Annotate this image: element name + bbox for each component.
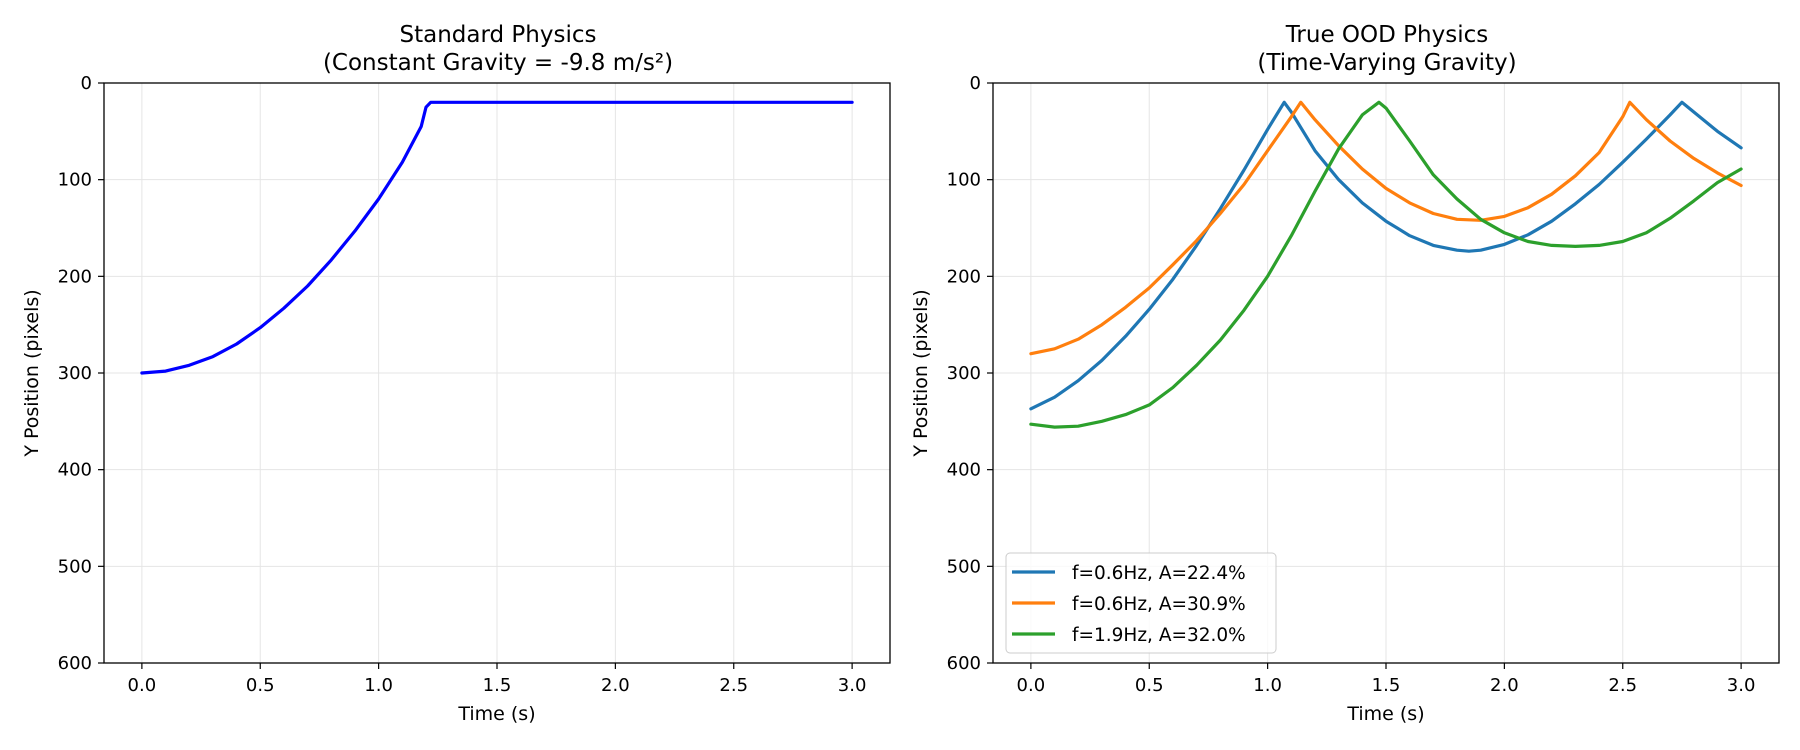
x-tick-label: 0.0 — [1017, 675, 1046, 696]
legend-box — [1005, 552, 1277, 654]
legend: f=0.6Hz, A=22.4% f=0.6Hz, A=30.9% f=1.9Hz,… — [1005, 552, 1277, 654]
plot-lines — [140, 100, 854, 375]
y-tick-label: 500 — [947, 556, 981, 577]
series-line-3 — [1029, 100, 1743, 429]
legend-label: f=0.6Hz, A=30.9% — [1072, 594, 1246, 615]
chart-title-line2: (Constant Gravity = -9.8 m/s²) — [323, 50, 673, 76]
series-line-2 — [1029, 100, 1743, 356]
chart-title-line2: (Time-Varying Gravity) — [1257, 50, 1516, 76]
x-tick-label: 2.0 — [601, 675, 630, 696]
x-axis-label: Time (s) — [1346, 703, 1424, 725]
series-line-1 — [140, 100, 854, 375]
y-tick-label: 300 — [58, 363, 92, 384]
x-tick-label: 2.5 — [1608, 675, 1637, 696]
y-axis: 0 100 200 300 400 500 600 — [58, 73, 104, 674]
y-tick-label: 400 — [947, 460, 981, 481]
chart-title-line1: Standard Physics — [399, 22, 596, 48]
x-tick-label: 0.0 — [128, 675, 157, 696]
x-tick-label: 1.0 — [1253, 675, 1282, 696]
y-tick-label: 600 — [947, 653, 981, 674]
x-tick-label: 0.5 — [1135, 675, 1164, 696]
y-axis: 0 100 200 300 400 500 600 — [947, 73, 993, 674]
y-tick-label: 100 — [947, 170, 981, 191]
y-tick-label: 100 — [58, 170, 92, 191]
x-axis: 0.0 0.5 1.0 1.5 2.0 2.5 3.0 — [128, 663, 867, 696]
x-axis-label: Time (s) — [457, 703, 535, 725]
x-tick-label: 1.5 — [483, 675, 512, 696]
y-tick-label: 600 — [58, 653, 92, 674]
chart-standard-physics: Standard Physics (Constant Gravity = -9.… — [21, 22, 891, 725]
chart-title-line1: True OOD Physics — [1285, 22, 1488, 48]
x-tick-label: 3.0 — [1727, 675, 1756, 696]
y-tick-label: 400 — [58, 460, 92, 481]
grid — [993, 82, 1779, 664]
y-tick-label: 0 — [970, 73, 981, 94]
y-tick-label: 200 — [58, 266, 92, 287]
legend-label: f=1.9Hz, A=32.0% — [1072, 625, 1246, 646]
x-tick-label: 0.5 — [246, 675, 275, 696]
x-tick-label: 2.5 — [719, 675, 748, 696]
y-axis-label: Y Position (pixels) — [21, 289, 43, 457]
x-axis: 0.0 0.5 1.0 1.5 2.0 2.5 3.0 — [1017, 663, 1756, 696]
chart-true-ood-physics: True OOD Physics (Time-Varying Gravity) … — [910, 22, 1780, 725]
y-axis-label: Y Position (pixels) — [910, 289, 932, 457]
y-tick-label: 0 — [81, 73, 92, 94]
plot-lines — [1029, 100, 1743, 429]
series-line-1 — [1029, 100, 1743, 411]
x-tick-label: 3.0 — [838, 675, 867, 696]
y-tick-label: 300 — [947, 363, 981, 384]
y-tick-label: 200 — [947, 266, 981, 287]
x-tick-label: 1.5 — [1372, 675, 1401, 696]
x-tick-label: 1.0 — [364, 675, 393, 696]
legend-label: f=0.6Hz, A=22.4% — [1072, 563, 1246, 584]
x-tick-label: 2.0 — [1490, 675, 1519, 696]
y-tick-label: 500 — [58, 556, 92, 577]
